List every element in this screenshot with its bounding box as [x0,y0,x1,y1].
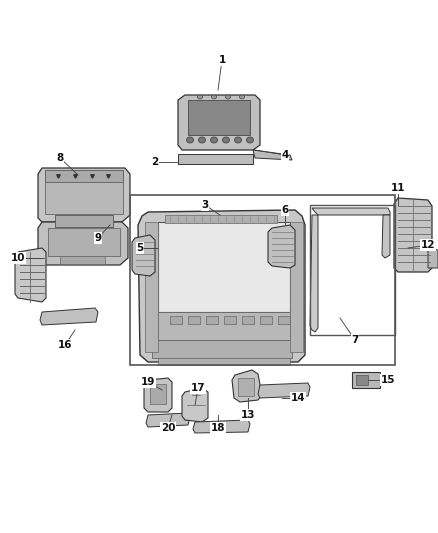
Polygon shape [193,420,250,433]
Text: 4: 4 [281,150,289,160]
Polygon shape [132,235,155,276]
Ellipse shape [211,137,218,143]
Bar [165,215,277,223]
Polygon shape [38,222,128,265]
Bar [242,316,254,324]
Bar [206,316,218,324]
Text: 15: 15 [381,375,395,385]
Text: 10: 10 [11,253,25,263]
Bar [290,222,303,352]
Polygon shape [428,248,438,268]
Ellipse shape [226,95,230,99]
Bar [188,316,200,324]
Text: 20: 20 [161,423,175,433]
Bar [152,340,292,358]
Polygon shape [38,168,130,222]
Text: 11: 11 [391,183,405,193]
Polygon shape [146,413,190,427]
Bar [158,222,290,312]
Bar [260,316,272,324]
Bar [224,316,236,324]
Text: 18: 18 [211,423,225,433]
Text: 8: 8 [57,153,64,163]
Ellipse shape [240,95,244,99]
Bar [188,100,250,135]
Bar [130,195,395,365]
Text: 14: 14 [291,393,305,403]
Polygon shape [268,225,295,268]
Ellipse shape [247,137,254,143]
Polygon shape [40,308,98,325]
Bar [356,375,368,385]
Polygon shape [144,378,172,412]
Bar [45,182,123,214]
Polygon shape [178,95,260,150]
Bar [352,372,380,388]
Polygon shape [312,208,390,215]
Text: 13: 13 [241,410,255,420]
Text: 5: 5 [136,243,144,253]
Bar [48,228,120,256]
Bar [145,222,158,352]
Bar [45,170,123,182]
Bar [310,205,395,335]
Text: 17: 17 [191,383,205,393]
Ellipse shape [198,137,205,143]
Text: 16: 16 [58,340,72,350]
Polygon shape [258,383,310,398]
Ellipse shape [223,137,230,143]
Polygon shape [253,150,292,160]
Polygon shape [138,210,305,362]
Polygon shape [394,198,432,272]
Ellipse shape [198,95,202,99]
Bar [158,312,290,340]
Bar [278,316,290,324]
Polygon shape [382,215,390,258]
Polygon shape [15,248,46,302]
Text: 7: 7 [351,335,359,345]
Polygon shape [310,215,318,332]
Text: 19: 19 [141,377,155,387]
Text: 3: 3 [201,200,208,210]
Ellipse shape [212,95,216,99]
Text: 12: 12 [421,240,435,250]
Polygon shape [182,388,208,422]
Bar [238,378,254,396]
Bar [178,154,253,164]
Bar [55,215,113,227]
Bar [170,316,182,324]
Bar [60,256,105,264]
Text: 2: 2 [152,157,159,167]
Polygon shape [158,358,290,365]
Ellipse shape [234,137,241,143]
Text: 6: 6 [281,205,289,215]
Ellipse shape [187,137,194,143]
Text: 9: 9 [95,233,102,243]
Text: 1: 1 [219,55,226,65]
Polygon shape [232,370,262,402]
Bar [150,384,166,404]
